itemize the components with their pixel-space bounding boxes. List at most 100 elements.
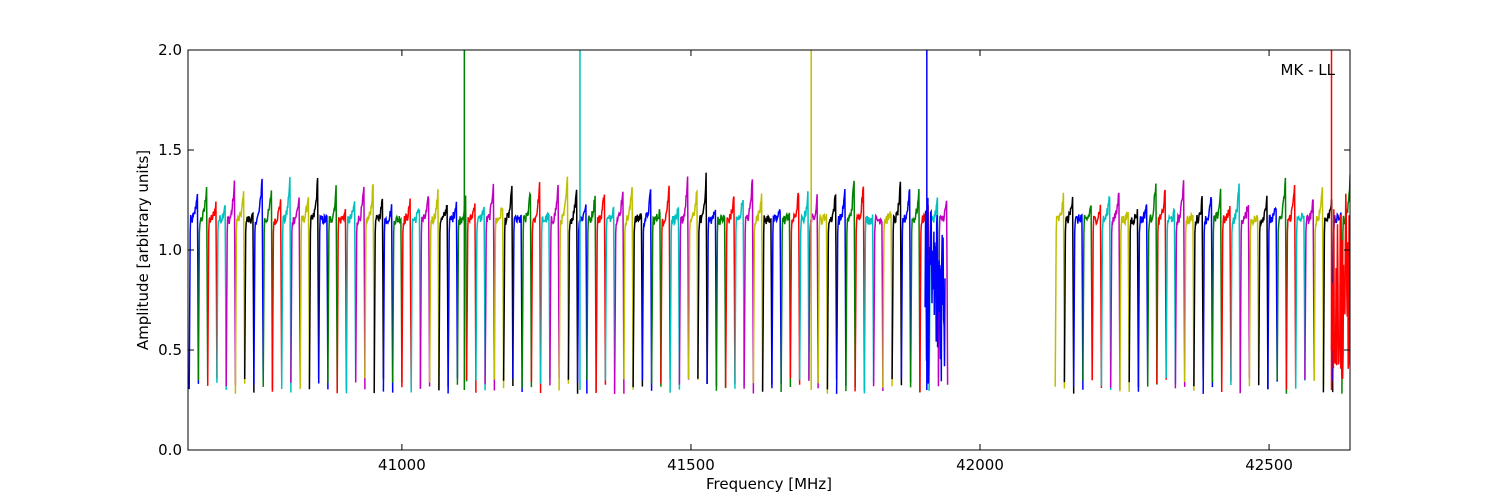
channel-line xyxy=(761,214,773,392)
channel-line xyxy=(271,199,283,392)
channel-line xyxy=(549,184,560,386)
channel-line xyxy=(512,214,523,393)
channel-line xyxy=(891,181,903,386)
channel-line xyxy=(937,200,949,387)
channel-line xyxy=(438,204,449,391)
channel-line xyxy=(308,177,320,390)
channel-line xyxy=(660,185,671,384)
channel-line xyxy=(391,214,403,384)
channel-line xyxy=(687,189,699,380)
channel-line xyxy=(317,212,329,390)
channel-line xyxy=(1082,205,1093,381)
channel-line xyxy=(419,196,431,389)
x-axis-label: Frequency [MHz] xyxy=(706,475,832,493)
channel-line xyxy=(290,197,301,384)
channel-line xyxy=(900,189,912,383)
channel-line xyxy=(280,176,292,393)
channel-line xyxy=(1193,195,1204,387)
series-layer xyxy=(188,50,1360,395)
channel-line xyxy=(1267,206,1278,390)
channel-line xyxy=(336,208,348,394)
channel-line xyxy=(327,185,338,391)
channel-line xyxy=(1054,192,1066,389)
channel-line xyxy=(530,182,542,394)
channel-line xyxy=(845,180,856,392)
channel-line xyxy=(1294,212,1306,389)
channel-line xyxy=(502,185,514,387)
channel-line xyxy=(576,204,588,394)
channel-line xyxy=(604,206,616,392)
channel-line xyxy=(401,198,412,388)
channel-line xyxy=(197,187,209,381)
channel-line xyxy=(1119,211,1130,392)
channel-line xyxy=(465,203,477,393)
channel-line xyxy=(1230,183,1241,392)
channel-line xyxy=(1174,180,1186,389)
channel-line xyxy=(835,188,847,394)
channel-line xyxy=(1313,187,1325,386)
channel-line xyxy=(1100,195,1112,391)
channel-line xyxy=(188,193,200,390)
channel-line xyxy=(253,178,264,385)
channel-line xyxy=(724,196,736,388)
channel-line xyxy=(854,186,866,392)
channel-line xyxy=(817,212,829,394)
channel-line xyxy=(1202,196,1214,394)
plot-annotation: MK - LL xyxy=(1281,61,1336,79)
channel-line xyxy=(669,207,681,393)
y-tick-label: 2.0 xyxy=(158,41,182,59)
channel-line xyxy=(1248,214,1260,387)
channel-line xyxy=(206,201,218,386)
channel-line xyxy=(1211,188,1223,386)
y-tick-label: 0.0 xyxy=(158,441,182,459)
channel-line xyxy=(1128,209,1140,388)
channel-line xyxy=(475,206,486,391)
channel-line xyxy=(715,213,727,391)
channel-line xyxy=(1072,213,1084,390)
channel-line xyxy=(1146,183,1158,387)
channel-line xyxy=(1351,215,1360,381)
channel-line xyxy=(623,187,634,390)
x-tick-label: 42500 xyxy=(1245,456,1293,474)
ticks-layer: 41000 41500 42000 42500 0.0 0.5 1.0 1.5 2.0 xyxy=(158,41,1350,474)
channel-line xyxy=(428,189,440,390)
y-axis-label: Amplitude [arbitrary units] xyxy=(134,150,152,350)
channel-line xyxy=(1156,189,1167,384)
channel-line xyxy=(539,211,551,384)
channel-line xyxy=(345,201,357,394)
channel-line xyxy=(558,176,570,391)
channel-line xyxy=(1183,211,1195,391)
channel-line xyxy=(521,191,533,388)
channel-line xyxy=(373,198,385,394)
channel-line xyxy=(1239,204,1251,394)
channel-line xyxy=(706,209,718,386)
channel-line xyxy=(826,193,838,390)
channel-line xyxy=(650,209,662,387)
channel-line xyxy=(1109,192,1121,390)
channel-line xyxy=(882,211,893,388)
x-tick-label: 41000 xyxy=(378,456,426,474)
channel-line xyxy=(1257,195,1269,390)
noisy-region-line xyxy=(924,197,946,384)
channel-line xyxy=(872,213,884,392)
y-tick-label: 1.5 xyxy=(158,141,182,159)
channel-line xyxy=(493,207,505,389)
channel-line xyxy=(1165,207,1177,384)
channel-line xyxy=(697,172,708,385)
channel-line xyxy=(743,179,755,394)
channel-line xyxy=(734,199,745,389)
channel-line xyxy=(780,211,792,393)
channel-line xyxy=(789,192,801,385)
channel-line xyxy=(1276,177,1288,394)
channel-line xyxy=(216,204,227,390)
channel-line xyxy=(641,189,653,391)
channel-line xyxy=(798,191,810,380)
y-tick-label: 1.0 xyxy=(158,241,182,259)
channel-line xyxy=(752,193,764,391)
channel-line xyxy=(1304,199,1315,381)
channel-line xyxy=(595,194,607,394)
channel-line xyxy=(613,191,625,395)
channel-line xyxy=(586,195,597,392)
channel-line xyxy=(354,186,366,390)
